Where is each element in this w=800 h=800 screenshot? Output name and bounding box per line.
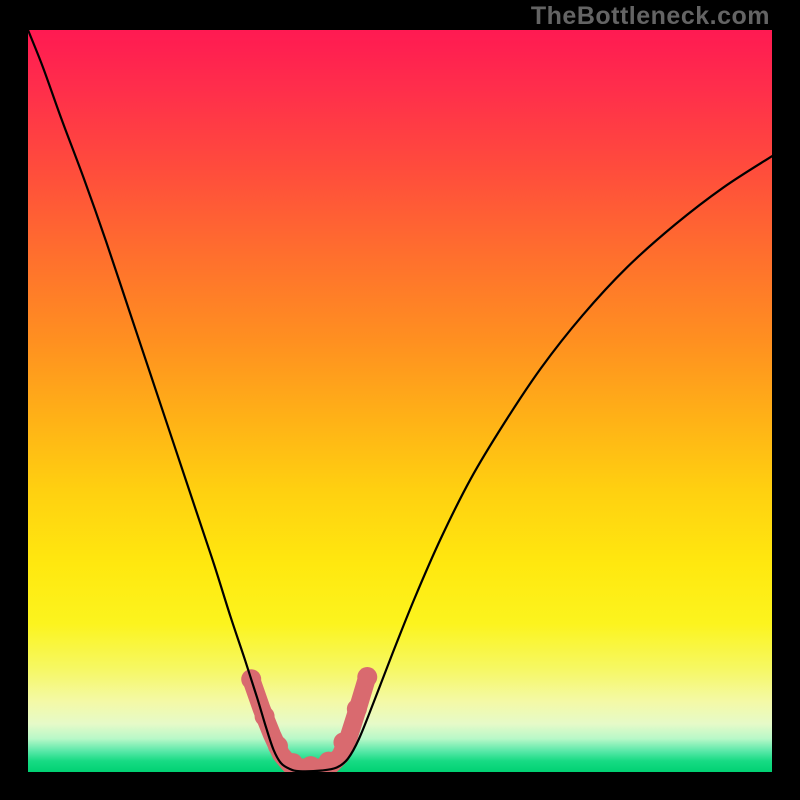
highlight-dot xyxy=(333,732,353,752)
highlight-dot xyxy=(357,667,377,687)
frame-border-right xyxy=(772,0,800,800)
frame-border-bottom xyxy=(0,772,800,800)
frame-border-left xyxy=(0,0,28,800)
gradient-background xyxy=(28,30,772,772)
bottleneck-chart xyxy=(0,0,800,800)
watermark-text: TheBottleneck.com xyxy=(531,2,770,31)
highlight-dot xyxy=(347,699,367,719)
